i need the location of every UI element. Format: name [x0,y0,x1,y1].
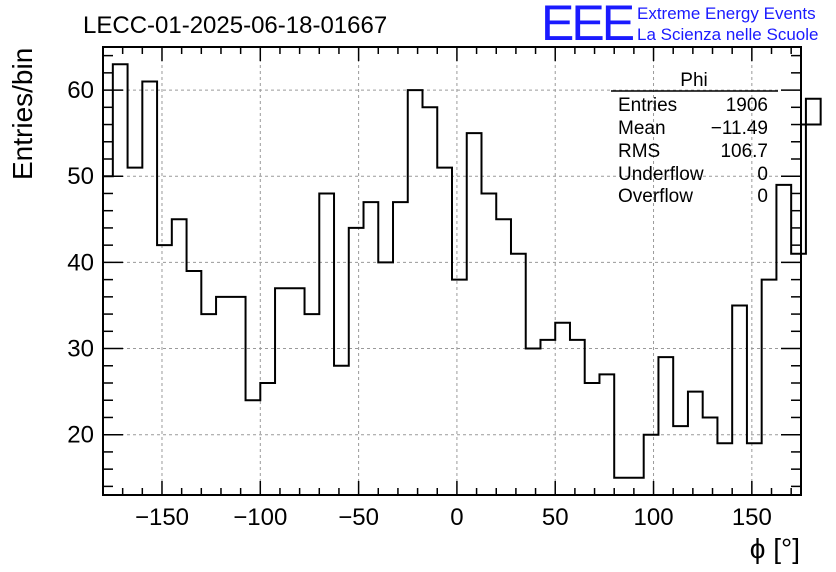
y-tick-labels: 20 30 40 50 60 [67,77,94,449]
x-tick-label: 100 [634,504,674,531]
x-tick-label: −100 [233,504,287,531]
x-tick-label: −150 [135,504,189,531]
plot-frame [102,46,802,496]
x-tick-label: −50 [338,504,379,531]
stats-value-mean: −11.49 [711,118,768,139]
stats-label-underflow: Underflow [618,164,704,185]
stats-label-mean: Mean [618,118,666,139]
stats-label-entries: Entries [618,95,677,116]
stats-label-rms: RMS [618,141,660,162]
y-tick-label: 50 [67,163,94,190]
x-tick-label: 150 [732,504,772,531]
x-tick-labels: −150 −100 −50 0 50 100 150 [135,504,772,531]
eee-logo-line2: La Scienza nelle Scuole [637,25,818,44]
stats-value-overflow: 0 [757,186,768,207]
histogram-line [103,63,822,479]
y-tick-label: 20 [67,422,94,449]
x-axis-label: ϕ [°] [750,533,800,564]
chart-title: LECC-01-2025-06-18-01667 [83,12,387,39]
y-tick-label: 40 [67,249,94,276]
stats-value-underflow: 0 [757,164,768,185]
y-tick-label: 60 [67,77,94,104]
stats-box: Phi Entries 1906 Mean −11.49 RMS 106.7 U… [611,70,778,207]
y-axis-label: Entries/bin [7,48,38,180]
x-tick-label: 0 [450,504,463,531]
stats-name: Phi [680,70,707,91]
eee-logo-line1: Extreme Energy Events [637,4,816,23]
y-tick-label: 30 [67,336,94,363]
axis-ticks [103,47,801,495]
stats-label-overflow: Overflow [618,186,693,207]
eee-logo: EEE Extreme Energy Events La Scienza nel… [541,0,818,51]
stats-value-entries: 1906 [726,95,768,116]
stats-value-rms: 106.7 [720,141,768,162]
x-tick-label: 50 [542,504,569,531]
eee-logo-mark: EEE [541,0,634,51]
